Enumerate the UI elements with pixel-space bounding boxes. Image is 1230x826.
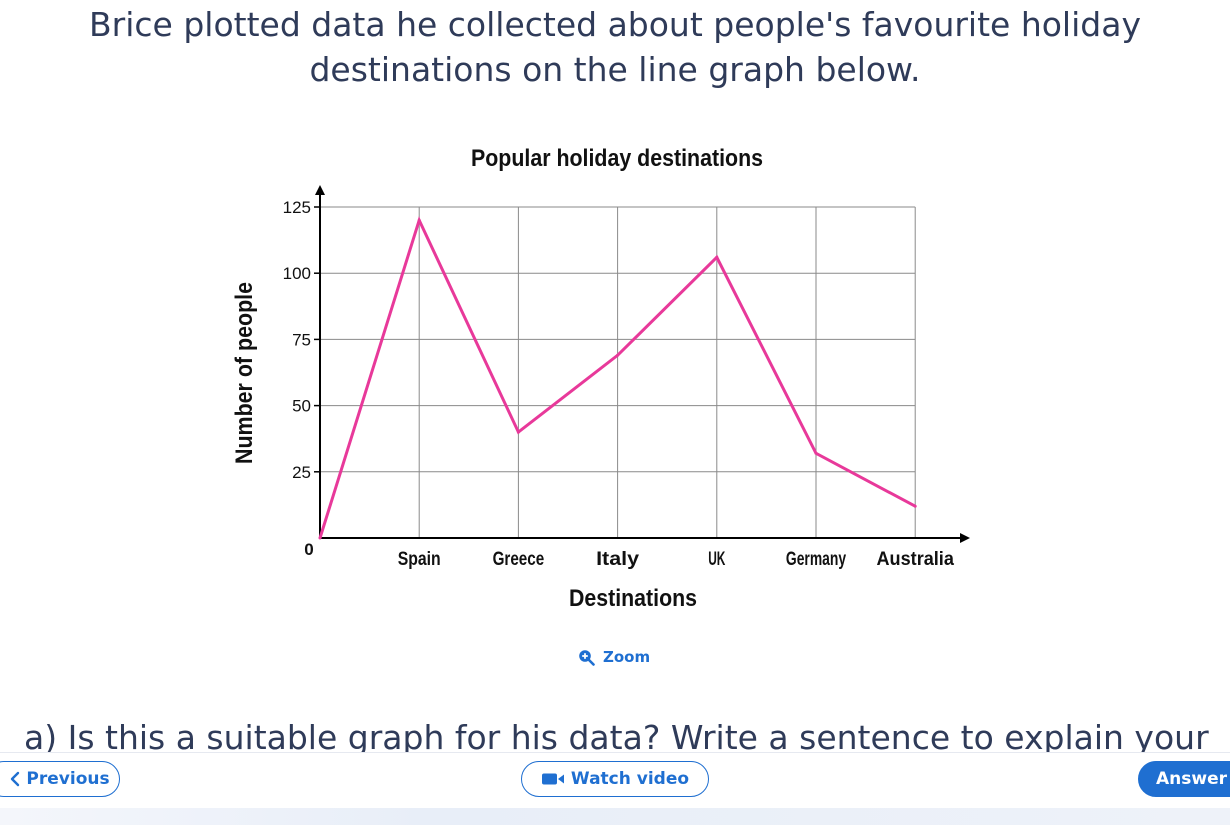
data-point bbox=[516, 430, 520, 434]
watch-video-label: Watch video bbox=[570, 769, 690, 789]
zoom-in-icon bbox=[579, 649, 595, 666]
previous-label: Previous bbox=[26, 769, 110, 789]
question-text: Brice plotted data he collected about pe… bbox=[0, 2, 1230, 92]
question-line-1: Brice plotted data he collected about pe… bbox=[89, 5, 1141, 44]
y-axis-arrow bbox=[315, 185, 325, 195]
video-camera-icon bbox=[541, 773, 564, 785]
x-tick-label: UK bbox=[708, 549, 725, 570]
x-tick-label: Australia bbox=[877, 549, 955, 570]
y-tick-label: 100 bbox=[283, 264, 311, 283]
answer-label: Answer bbox=[1156, 769, 1227, 789]
x-tick-label: Italy bbox=[596, 549, 639, 570]
bottom-strip bbox=[0, 808, 1230, 825]
watch-video-button[interactable]: Watch video bbox=[521, 761, 709, 797]
x-tick-label: Germany bbox=[786, 549, 847, 570]
y-tick-label: 125 bbox=[283, 198, 311, 217]
zoom-button[interactable]: Zoom bbox=[578, 648, 650, 666]
x-axis-title: Destinations bbox=[569, 585, 697, 612]
chevron-left-icon bbox=[11, 771, 20, 787]
line-chart: 25 50 75 100 125 0 Spain Greece Italy UK Germany Au… bbox=[231, 145, 970, 612]
question-line-2: destinations on the line graph below. bbox=[309, 50, 921, 89]
data-point bbox=[417, 218, 421, 222]
x-tick-label: Greece bbox=[493, 549, 545, 570]
data-point bbox=[913, 504, 917, 508]
y-tick-label: 75 bbox=[292, 330, 311, 349]
x-tick-label: Spain bbox=[398, 549, 441, 570]
y-tick-label: 50 bbox=[292, 397, 311, 416]
y-tick-label: 25 bbox=[292, 463, 311, 482]
data-point bbox=[616, 353, 620, 357]
data-point bbox=[715, 255, 719, 259]
data-point bbox=[318, 536, 322, 540]
answer-button[interactable]: Answer bbox=[1138, 761, 1230, 797]
y-axis-title: Number of people bbox=[231, 282, 258, 464]
zoom-label: Zoom bbox=[603, 648, 651, 666]
chart-title: Popular holiday destinations bbox=[471, 145, 763, 172]
part-a-question: a) Is this a suitable graph for his data… bbox=[24, 718, 1209, 757]
origin-label: 0 bbox=[304, 540, 313, 559]
x-axis-arrow bbox=[960, 533, 970, 543]
previous-button[interactable]: Previous bbox=[0, 761, 120, 797]
data-point bbox=[814, 451, 818, 455]
